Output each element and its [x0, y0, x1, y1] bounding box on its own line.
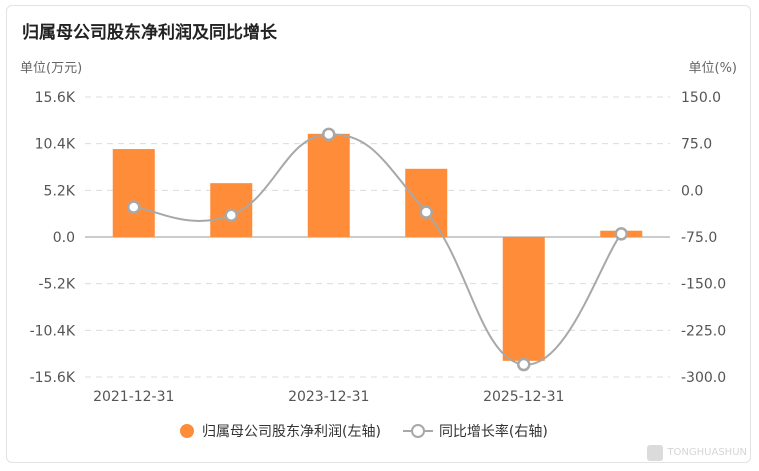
- point-yoy-growth: [517, 357, 531, 372]
- chart-legend: 归属母公司股东净利润(左轴) 同比增长率(右轴): [180, 421, 570, 441]
- left-tick-label: -10.4K: [30, 323, 76, 339]
- left-tick-label: 0.0: [53, 230, 75, 246]
- right-tick-label: 0.0: [681, 183, 703, 199]
- left-axis-unit: 单位(万元): [20, 61, 83, 76]
- watermark-text: TONGHUASHUN: [667, 447, 747, 458]
- right-tick-label: -75.0: [681, 230, 717, 246]
- x-tick-label: 2025-12-31: [483, 389, 564, 405]
- x-tick-label: 2023-12-31: [288, 389, 369, 405]
- point-yoy-growth: [419, 205, 433, 219]
- watermark-icon: [647, 445, 664, 461]
- left-tick-label: -15.6K: [30, 370, 76, 386]
- x-tick-label: 2021-12-31: [93, 389, 174, 405]
- legend-bar-swatch: [180, 424, 194, 438]
- right-tick-label: -150.0: [681, 277, 726, 293]
- right-tick-label: -300.0: [681, 370, 726, 386]
- bar-net-profit: [112, 149, 155, 237]
- left-tick-label: 15.6K: [35, 90, 76, 106]
- legend-line-swatch: [402, 424, 433, 438]
- legend-label-net-profit: 归属母公司股东净利润(左轴): [202, 424, 381, 440]
- legend-item-yoy-growth[interactable]: 同比增长率(右轴): [402, 421, 548, 441]
- right-tick-label: 150.0: [681, 90, 721, 106]
- right-tick-label: 75.0: [681, 137, 712, 153]
- bar-net-profit: [307, 133, 350, 237]
- chart-title: 归属母公司股东净利润及同比增长: [22, 23, 277, 43]
- point-yoy-growth: [224, 208, 238, 222]
- point-yoy-growth: [127, 200, 141, 214]
- right-axis-unit: 单位(%): [688, 61, 738, 76]
- right-tick-label: -225.0: [681, 323, 726, 339]
- legend-item-net-profit[interactable]: 归属母公司股东净利润(左轴): [180, 421, 381, 441]
- watermark-logo: TONGHUASHUN: [647, 445, 747, 461]
- point-yoy-growth: [614, 227, 628, 241]
- left-tick-label: -5.2K: [39, 277, 76, 293]
- point-yoy-growth: [322, 127, 336, 142]
- bar-net-profit: [502, 237, 545, 361]
- left-tick-label: 5.2K: [44, 183, 76, 199]
- bar-net-profit: [405, 168, 448, 237]
- legend-label-yoy-growth: 同比增长率(右轴): [438, 424, 548, 440]
- left-tick-label: 10.4K: [35, 137, 76, 153]
